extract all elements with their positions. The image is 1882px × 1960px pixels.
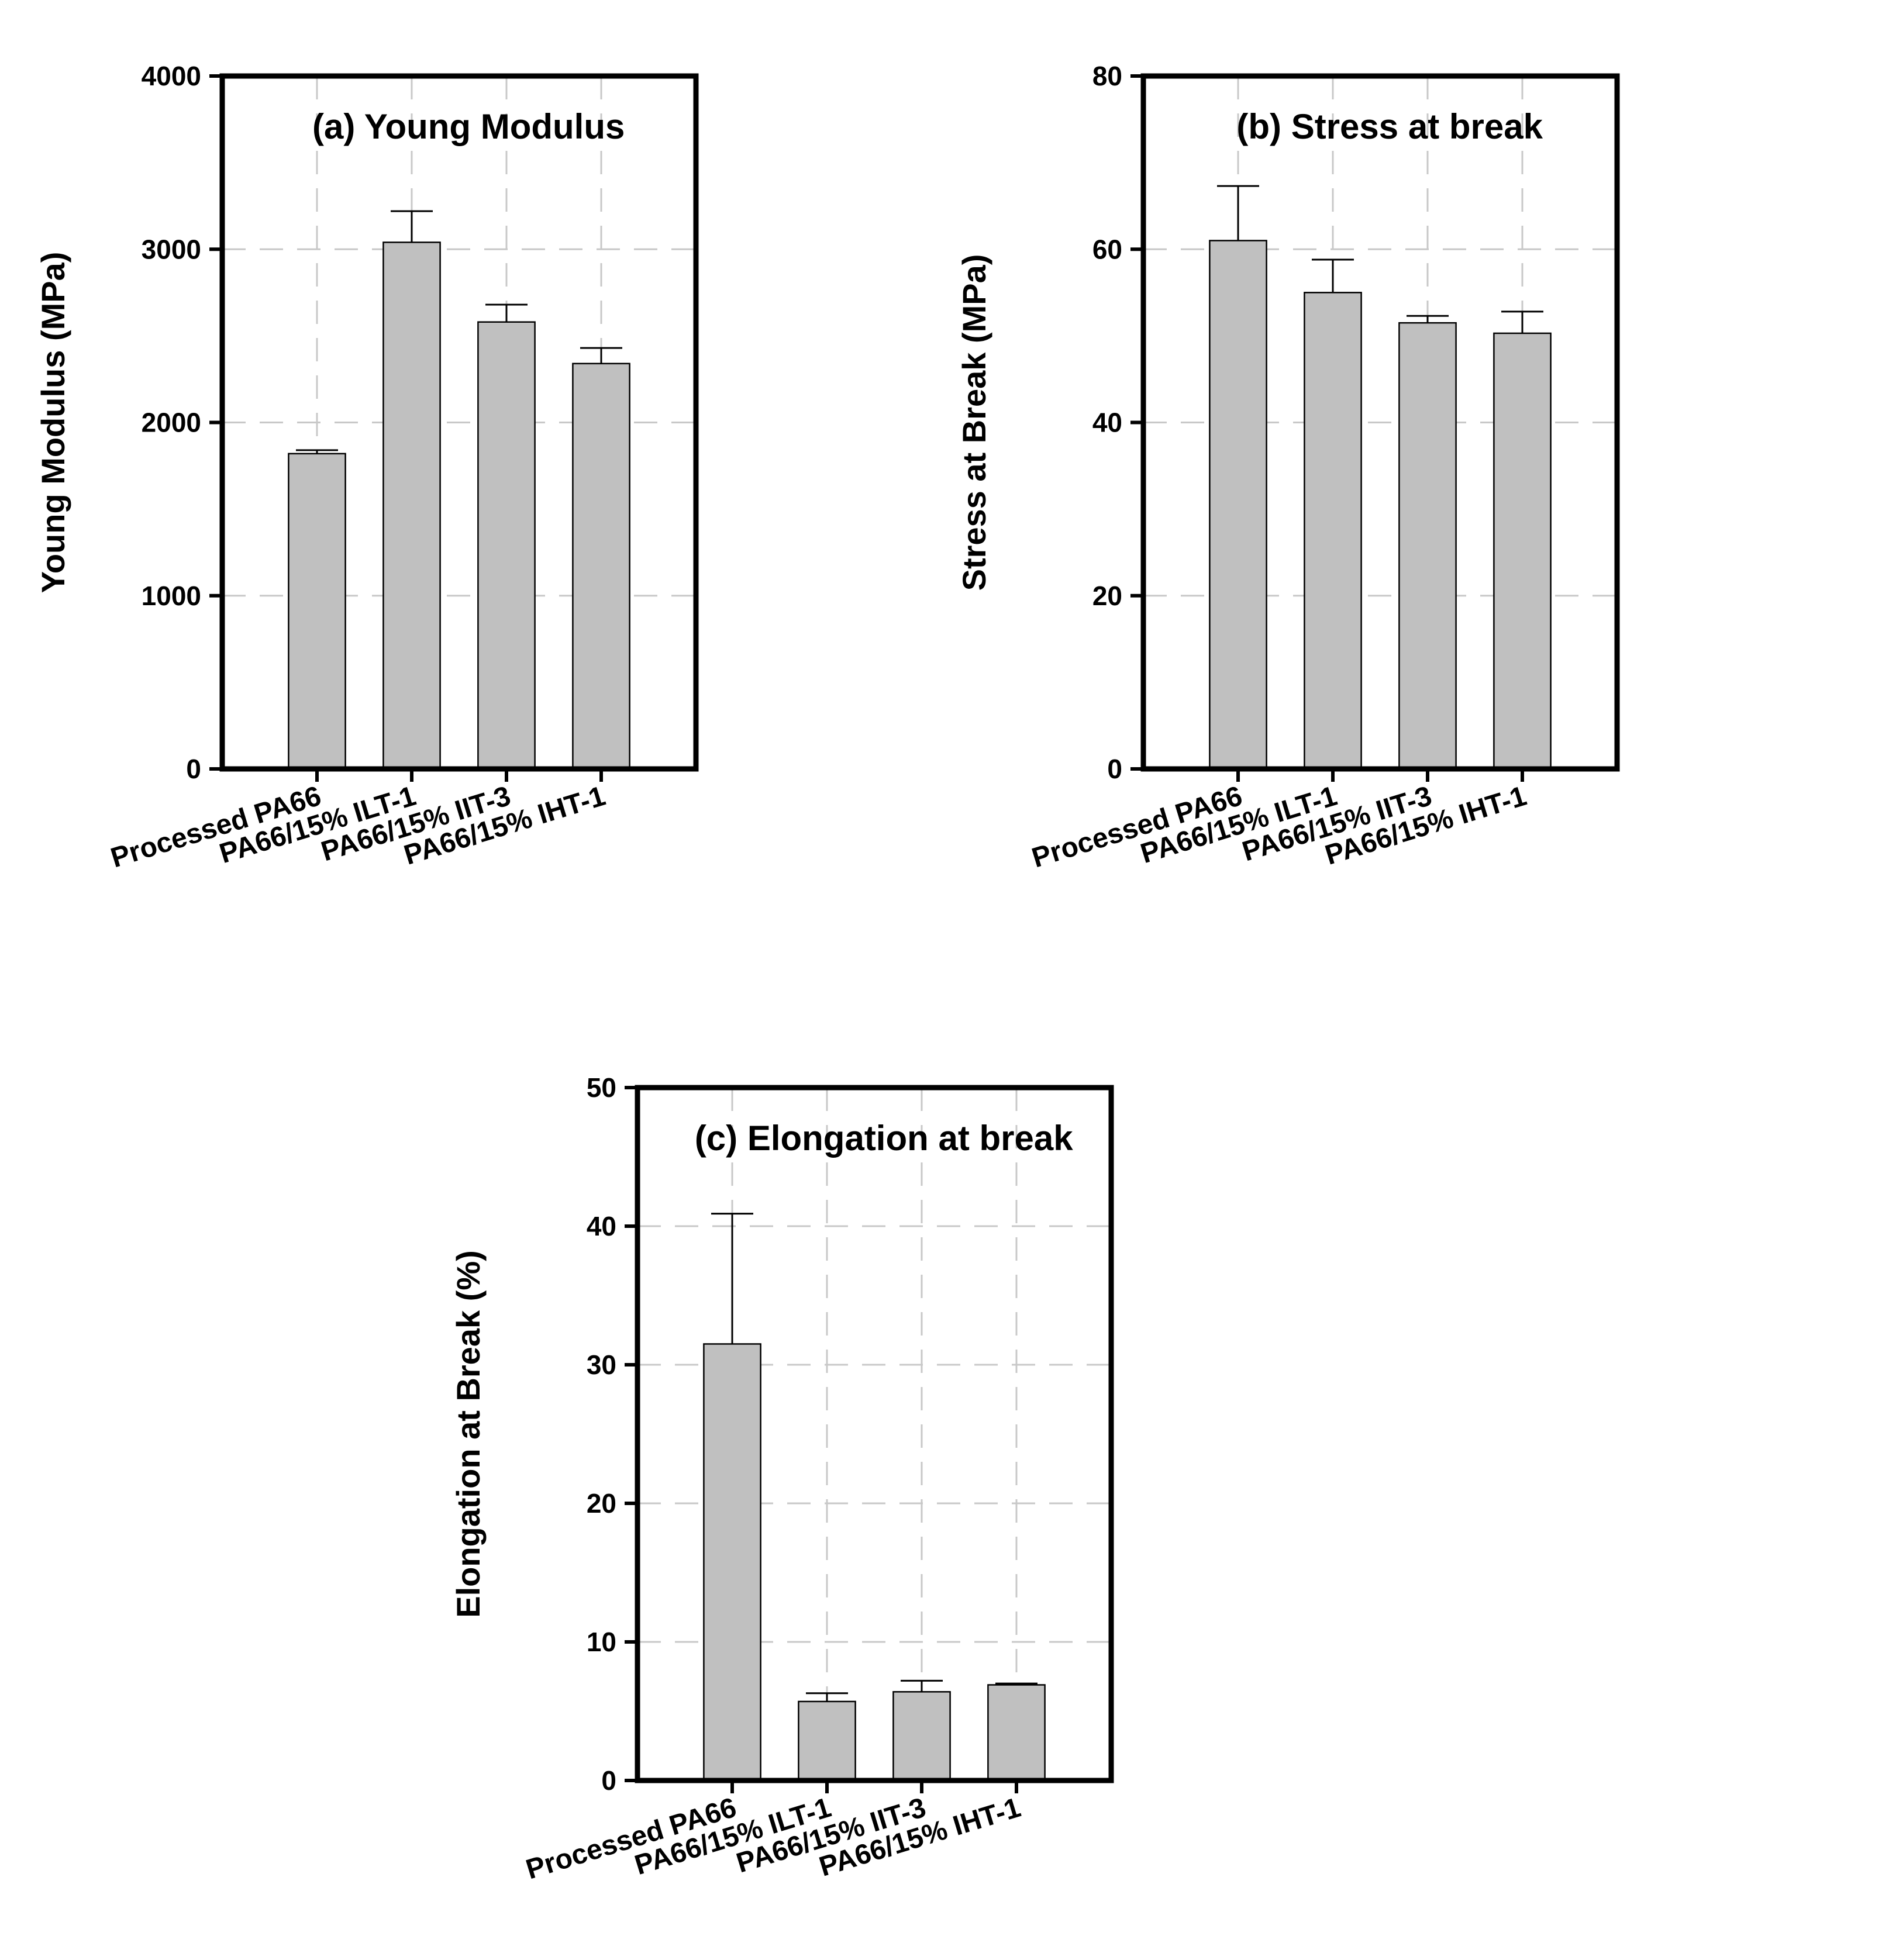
plot-frame: [635, 1085, 1114, 1783]
y-tick-label: 80: [1092, 61, 1122, 91]
y-axis-label: Stress at Break (MPa): [956, 254, 992, 591]
bar: [1304, 292, 1362, 770]
y-tick-label: 20: [1092, 581, 1122, 611]
panel-title: (a) Young Modulus: [312, 107, 625, 146]
y-tick-label: 10: [587, 1627, 616, 1657]
bar: [288, 453, 346, 770]
y-tick-label: 0: [1107, 754, 1122, 784]
bar: [477, 321, 536, 770]
bar: [987, 1684, 1046, 1782]
y-tick-label: 0: [186, 754, 201, 784]
y-tick-label: 3000: [142, 234, 201, 264]
y-tick-label: 30: [587, 1350, 616, 1380]
bar: [572, 363, 630, 770]
bar: [703, 1343, 761, 1782]
y-tick-label: 1000: [142, 581, 201, 611]
bar: [798, 1700, 856, 1782]
bar: [1398, 322, 1457, 770]
y-axis-label: Young Modulus (MPa): [35, 252, 71, 593]
y-tick-label: 50: [587, 1072, 616, 1103]
y-tick-label: 60: [1092, 234, 1122, 264]
bar: [382, 241, 441, 770]
y-tick-label: 40: [1092, 408, 1122, 438]
y-tick-label: 0: [601, 1765, 616, 1796]
y-tick-label: 20: [587, 1488, 616, 1519]
panel-title: (c) Elongation at break: [695, 1119, 1073, 1158]
bar: [892, 1691, 951, 1782]
bar: [1493, 332, 1552, 770]
y-tick-label: 40: [587, 1211, 616, 1241]
panel-title: (b) Stress at break: [1236, 107, 1543, 146]
y-tick-label: 4000: [142, 61, 201, 91]
y-tick-label: 2000: [142, 408, 201, 438]
bar: [1209, 240, 1267, 770]
y-axis-label: Elongation at Break (%): [450, 1250, 487, 1618]
